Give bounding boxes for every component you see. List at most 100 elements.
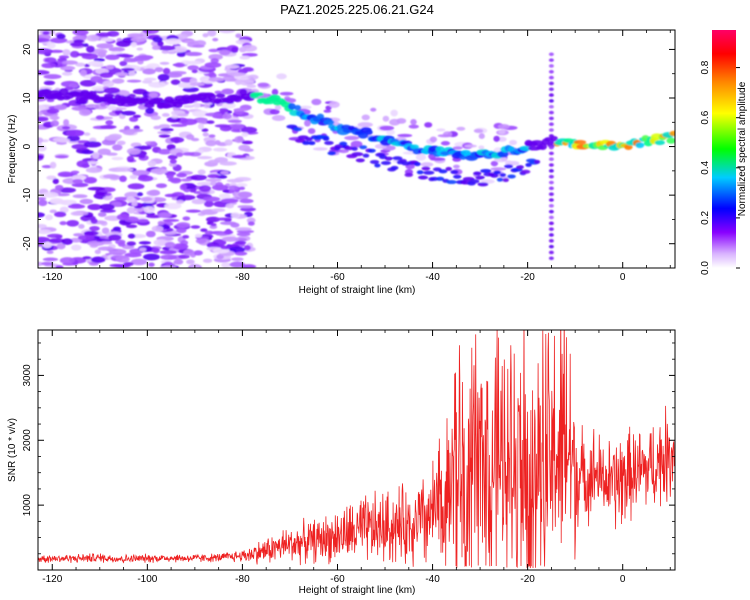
spectrogram-cell	[41, 191, 59, 198]
spectrogram-cell	[104, 93, 115, 98]
spectrogram-cell	[548, 145, 554, 150]
spectrogram-cell	[116, 40, 131, 47]
spectrogram-cell	[480, 168, 492, 173]
spectrogram-cell	[182, 234, 190, 239]
spectrogram-cell	[146, 190, 161, 196]
spectrogram-cell	[191, 137, 200, 142]
y-tick-label: 10	[22, 92, 33, 104]
spectrogram-cell	[404, 172, 414, 177]
spectrogram-cell	[339, 141, 348, 146]
spectrogram-cell	[478, 133, 485, 140]
spectrogram-cell	[127, 233, 136, 239]
spectrogram-cell	[126, 147, 141, 155]
spectrogram-cell	[525, 162, 532, 167]
spectrogram-cell	[548, 186, 554, 191]
spectrogram-cell	[59, 206, 69, 214]
spectrogram-cell	[58, 55, 70, 59]
spectrogram-cell	[351, 146, 358, 151]
spectrogram-cell	[548, 58, 554, 62]
spectrogram-cell	[176, 172, 187, 178]
spectrogram-cell	[548, 239, 554, 243]
spectrogram-cell	[70, 203, 82, 207]
spectrogram-cell	[87, 240, 105, 247]
spectrogram-cell	[548, 250, 554, 255]
spectrogram-cell	[174, 62, 186, 68]
spectrogram-cell	[50, 37, 68, 44]
spectrogram-cell	[127, 183, 145, 190]
spectrogram-cell	[438, 169, 448, 174]
spectrogram-cell	[104, 135, 121, 141]
spectrogram-cell	[548, 221, 554, 226]
spectrogram-cell	[121, 110, 136, 116]
spectrogram-cell	[548, 110, 554, 115]
spectrogram-cell	[38, 137, 44, 144]
spectrogram-cell	[152, 36, 163, 43]
snr-panel: -120 -100 -80 -60 -40 -20 0 1000 2000 3000 Heigh…	[7, 329, 676, 596]
spectrogram-cell	[46, 233, 63, 238]
spectrogram-cell	[231, 46, 239, 54]
spectrogram-cell	[548, 116, 554, 121]
spectrogram-cell	[113, 226, 121, 231]
spectrogram-cell	[160, 254, 178, 260]
spectrogram-cell	[240, 126, 258, 134]
y-tick-label: 20	[22, 43, 33, 55]
spectrogram-cell	[195, 238, 207, 244]
spectrogram-cell	[115, 72, 129, 77]
spectrogram-cell	[126, 241, 136, 246]
spectrogram-cell	[46, 175, 57, 180]
spectrogram-cell	[213, 147, 228, 152]
spectrogram-cell	[230, 212, 240, 219]
spectrogram-cell	[151, 225, 164, 232]
spectrogram-cell	[114, 196, 130, 201]
spectrogram-cell	[274, 105, 282, 111]
spectrogram-cell	[654, 140, 665, 146]
x-tick-label: -120	[42, 574, 62, 585]
spectrogram-cell	[198, 185, 212, 192]
spectrogram-cell	[219, 161, 237, 166]
spectrogram-cell	[271, 114, 286, 121]
spectrogram-cell	[86, 45, 95, 53]
spectrogram-cell	[453, 164, 460, 169]
spectrogram-cell	[69, 42, 85, 47]
spectrogram-cell	[624, 144, 633, 150]
colorbar-tick-label: 0.2	[700, 211, 711, 225]
spectrogram-cell	[136, 47, 143, 51]
spectrogram-cell	[150, 115, 162, 120]
spectrogram-cell	[46, 98, 55, 103]
spectrogram-cell	[328, 101, 340, 109]
spectrogram-cell	[244, 244, 251, 251]
snr-series-line	[38, 330, 675, 569]
spectrogram-cell	[52, 178, 59, 185]
spectrogram-cell	[60, 65, 76, 71]
spectrogram-cell	[119, 60, 128, 67]
spectrogram-cell	[142, 30, 159, 34]
spectrogram-cell	[103, 87, 121, 94]
spectrogram-cell	[548, 64, 554, 68]
spectrogram-cell	[172, 243, 189, 250]
spectrogram-cell	[410, 118, 417, 126]
colorbar-tick-label: 0.8	[700, 60, 711, 74]
spectrogram-cell	[140, 196, 153, 202]
spectrogram-cell	[73, 233, 84, 237]
spectrogram-cell	[109, 263, 124, 268]
spectrogram-cell	[108, 234, 122, 241]
spectrogram-cell	[182, 152, 195, 156]
x-tick-label: -40	[425, 272, 440, 283]
spectrogram-cell	[194, 233, 203, 238]
spectrogram-cell	[56, 242, 66, 250]
spectrogram-cell	[145, 230, 156, 238]
spectrogram-cell	[43, 74, 62, 80]
spectrogram-cell	[72, 30, 89, 36]
spectrogram-cell	[190, 174, 207, 181]
spectrogram-cell	[138, 154, 146, 159]
spectrogram-cell	[392, 156, 403, 161]
spectrogram-cell	[502, 178, 509, 183]
spectrogram-cell	[81, 150, 95, 155]
spectrogram-cell	[420, 162, 434, 167]
spectrogram-cell	[90, 218, 98, 224]
spectrogram-cell	[192, 44, 205, 48]
colorbar-tick-label: 0.0	[700, 261, 711, 275]
spectrogram-cell	[192, 110, 209, 117]
spectrogram-cell	[79, 198, 94, 205]
